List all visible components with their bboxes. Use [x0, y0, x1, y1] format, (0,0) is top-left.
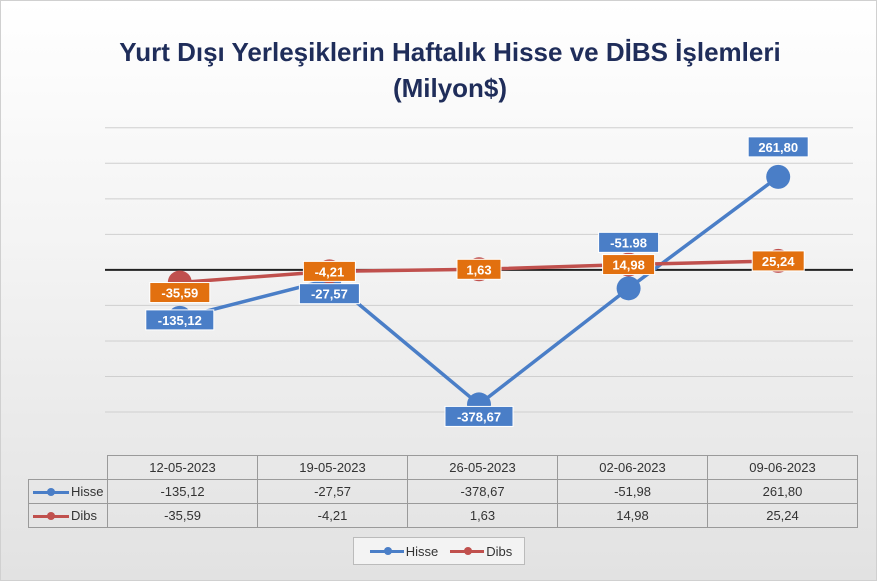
data-labels: -135,12 -27,57 -378,67 -51.98 261,80 -35,59 -4… — [145, 136, 809, 427]
table-cell: -51,98 — [557, 479, 708, 504]
data-label-box — [145, 309, 215, 331]
table-cell: -378,67 — [407, 479, 558, 504]
data-label-text: -135,12 — [158, 313, 202, 328]
data-label-hisse: -378,67 — [444, 405, 514, 427]
table-row-hisse: Hisse -135,12 -27,57 -378,67 -51,98 261,… — [28, 479, 858, 504]
table-cell: -4,21 — [257, 503, 408, 528]
chart-title-line-2: (Milyon$) — [392, 73, 508, 103]
data-label-box — [751, 250, 805, 272]
hisse-legend-icon — [369, 546, 404, 555]
data-label-text: -35,59 — [161, 286, 198, 301]
dibs-legend-icon — [450, 546, 485, 555]
data-table: 12-05-2023 19-05-2023 26-05-2023 02-06-2… — [28, 455, 858, 528]
data-label-box — [602, 254, 656, 276]
data-label-hisse: 261,80 — [747, 136, 809, 158]
data-label-hisse: -135,12 — [145, 309, 215, 331]
table-cell: 261,80 — [707, 479, 858, 504]
table-cell: 1,63 — [407, 503, 558, 528]
table-header-cell: 26-05-2023 — [407, 455, 558, 480]
legend-entry-dibs: Dibs — [446, 544, 512, 559]
data-label-text: -4,21 — [315, 264, 345, 279]
data-label-dibs: -4,21 — [302, 260, 356, 282]
legend-entry-hisse: Hisse — [366, 543, 439, 559]
table-header-row: 12-05-2023 19-05-2023 26-05-2023 02-06-2… — [28, 455, 858, 480]
data-label-dibs: 14,98 — [602, 254, 656, 276]
table-cell: -135,12 — [107, 479, 258, 504]
data-label-box — [302, 260, 356, 282]
data-label-text: 14,98 — [612, 258, 645, 273]
table-row-dibs: Dibs -35,59 -4,21 1,63 14,98 25,24 — [28, 503, 858, 528]
data-label-box — [298, 283, 360, 305]
table-header-cell: 19-05-2023 — [257, 455, 408, 480]
data-label-box — [598, 231, 660, 253]
chart-title: Yurt Dışı Yerleşiklerin Haftalık Hisse v… — [0, 34, 877, 106]
legend-label-dibs: Dibs — [486, 543, 513, 559]
table-row-label: Dibs — [28, 503, 108, 528]
series-points — [167, 164, 791, 417]
dibs-key-icon — [33, 512, 69, 521]
data-label-text: -27,57 — [311, 287, 348, 302]
data-label-hisse: -51.98 — [598, 231, 660, 253]
table-header-cell: 09-06-2023 — [707, 455, 858, 480]
table-row-label-text: Dibs — [71, 508, 98, 523]
table-cell: -27,57 — [257, 479, 408, 504]
data-label-hisse: -27,57 — [298, 283, 360, 305]
data-label-dibs: 1,63 — [456, 258, 502, 280]
data-label-text: 261,80 — [758, 140, 798, 155]
hisse-key-icon — [33, 488, 69, 497]
data-label-text: -378,67 — [457, 409, 501, 424]
table-header-cell: 02-06-2023 — [557, 455, 708, 480]
chart-title-line-1: Yurt Dışı Yerleşiklerin Haftalık Hisse v… — [119, 37, 781, 67]
data-point-hisse — [766, 164, 791, 189]
data-label-dibs: -35,59 — [149, 282, 211, 304]
data-label-dibs: 25,24 — [751, 250, 805, 272]
table-cell: 14,98 — [557, 503, 708, 528]
series-lines — [179, 175, 780, 407]
table-cell: 25,24 — [707, 503, 858, 528]
table-corner — [28, 455, 108, 480]
data-point-hisse — [616, 276, 641, 301]
data-label-text: 25,24 — [762, 254, 795, 269]
legend-label-hisse: Hisse — [405, 543, 439, 559]
data-label-text: 1,63 — [466, 262, 491, 277]
data-label-text: -51.98 — [610, 235, 647, 250]
data-label-box — [149, 282, 211, 304]
table-row-label: Hisse — [28, 479, 108, 504]
data-label-box — [444, 405, 514, 427]
series-line-hisse — [179, 175, 780, 407]
table-cell: -35,59 — [107, 503, 258, 528]
table-row-label-text: Hisse — [71, 484, 104, 499]
table-header-cell: 12-05-2023 — [107, 455, 258, 480]
data-label-box — [456, 258, 502, 280]
chart-legend: Hisse Dibs — [353, 537, 525, 565]
data-label-box — [747, 136, 809, 158]
